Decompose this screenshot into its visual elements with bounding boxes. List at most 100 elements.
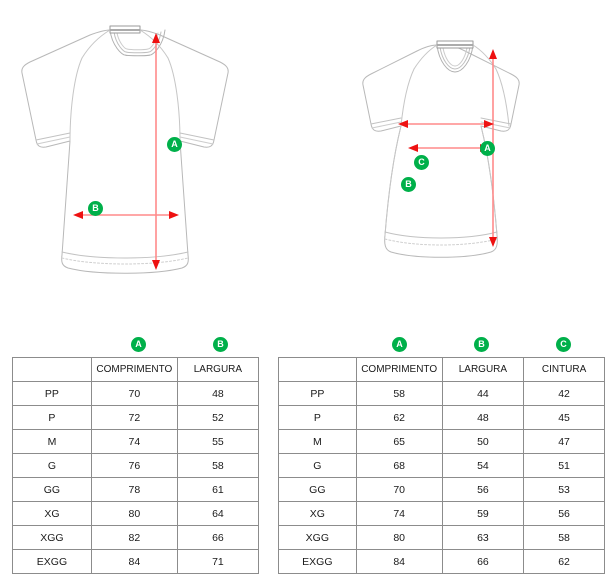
mens-table-column-badges: A B [12,337,259,353]
cell-largura: 50 [441,429,525,454]
cell-size: XG [12,501,92,526]
column-badge-a: A [392,337,407,352]
cell-size: XG [278,501,357,526]
table-row: M 65 50 47 [278,429,605,454]
cell-largura: 66 [441,549,525,574]
header-comprimento: COMPRIMENTO [90,357,178,382]
cell-largura: 52 [176,405,260,430]
marker-c-waist: C [414,155,429,170]
cell-largura: 64 [176,501,260,526]
table-header-row: COMPRIMENTO LARGURA [12,357,260,382]
table-row: XG 74 59 56 [278,501,605,526]
mens-tshirt-figure: A B [0,0,300,340]
mens-tshirt-illustration [21,25,229,274]
cell-comprimento: 80 [355,525,443,550]
cell-size: GG [278,477,357,502]
cell-comprimento: 78 [90,477,178,502]
marker-a-length: A [167,137,182,152]
table-row: PP 70 48 [12,381,260,406]
cell-comprimento: 70 [355,477,443,502]
cell-largura: 56 [441,477,525,502]
table-row: EXGG 84 66 62 [278,549,605,574]
cell-size: EXGG [278,549,357,574]
table-row: GG 78 61 [12,477,260,502]
table-row: XG 80 64 [12,501,260,526]
cell-cintura: 42 [523,381,605,406]
cell-largura: 66 [176,525,260,550]
table-row: XGG 82 66 [12,525,260,550]
table-row: P 72 52 [12,405,260,430]
cell-comprimento: 76 [90,453,178,478]
cell-largura: 48 [176,381,260,406]
mens-measure-arrows [73,33,179,270]
cell-comprimento: 58 [355,381,443,406]
table-row: G 68 54 51 [278,453,605,478]
table-header-row: COMPRIMENTO LARGURA CINTURA [278,357,605,382]
cell-size: XGG [12,525,92,550]
cell-size: G [278,453,357,478]
table-row: GG 70 56 53 [278,477,605,502]
cell-size: PP [278,381,357,406]
womens-size-table: COMPRIMENTO LARGURA CINTURA PP 58 44 42 … [278,357,605,574]
cell-comprimento: 84 [355,549,443,574]
cell-size: XGG [278,525,357,550]
cell-cintura: 56 [523,501,605,526]
header-size [278,357,357,382]
cell-cintura: 51 [523,453,605,478]
table-row: G 76 58 [12,453,260,478]
cell-size: M [278,429,357,454]
table-row: XGG 80 63 58 [278,525,605,550]
cell-cintura: 47 [523,429,605,454]
marker-b-width: B [88,201,103,216]
cell-largura: 61 [176,477,260,502]
cell-largura: 48 [441,405,525,430]
cell-comprimento: 72 [90,405,178,430]
table-row: PP 58 44 42 [278,381,605,406]
header-comprimento: COMPRIMENTO [355,357,443,382]
marker-b-width: B [401,177,416,192]
cell-largura: 59 [441,501,525,526]
mens-size-table: COMPRIMENTO LARGURA PP 70 48 P 72 52 M 7… [12,357,260,574]
cell-size: G [12,453,92,478]
cell-cintura: 62 [523,549,605,574]
header-largura: LARGURA [176,357,260,382]
cell-comprimento: 68 [355,453,443,478]
cell-comprimento: 74 [355,501,443,526]
header-cintura: CINTURA [523,357,605,382]
cell-largura: 44 [441,381,525,406]
cell-size: GG [12,477,92,502]
cell-comprimento: 80 [90,501,178,526]
header-size [12,357,92,382]
table-row: EXGG 84 71 [12,549,260,574]
cell-largura: 54 [441,453,525,478]
womens-tshirt-illustration [362,40,520,258]
cell-size: P [12,405,92,430]
column-badge-c: C [556,337,571,352]
cell-comprimento: 84 [90,549,178,574]
table-row: P 62 48 45 [278,405,605,430]
womens-table-column-badges: A B C [278,337,605,353]
column-badge-b: B [474,337,489,352]
cell-size: EXGG [12,549,92,574]
column-badge-b: B [213,337,228,352]
cell-comprimento: 74 [90,429,178,454]
size-chart-illustrations: A B [0,0,615,340]
cell-largura: 71 [176,549,260,574]
cell-comprimento: 70 [90,381,178,406]
cell-size: M [12,429,92,454]
cell-size: P [278,405,357,430]
cell-size: PP [12,381,92,406]
cell-cintura: 45 [523,405,605,430]
womens-tshirt-figure: A B C [315,0,615,340]
cell-largura: 58 [176,453,260,478]
marker-a-length: A [480,141,495,156]
cell-comprimento: 65 [355,429,443,454]
cell-comprimento: 82 [90,525,178,550]
cell-cintura: 53 [523,477,605,502]
table-row: M 74 55 [12,429,260,454]
cell-largura: 63 [441,525,525,550]
cell-comprimento: 62 [355,405,443,430]
cell-largura: 55 [176,429,260,454]
column-badge-a: A [131,337,146,352]
header-largura: LARGURA [441,357,525,382]
